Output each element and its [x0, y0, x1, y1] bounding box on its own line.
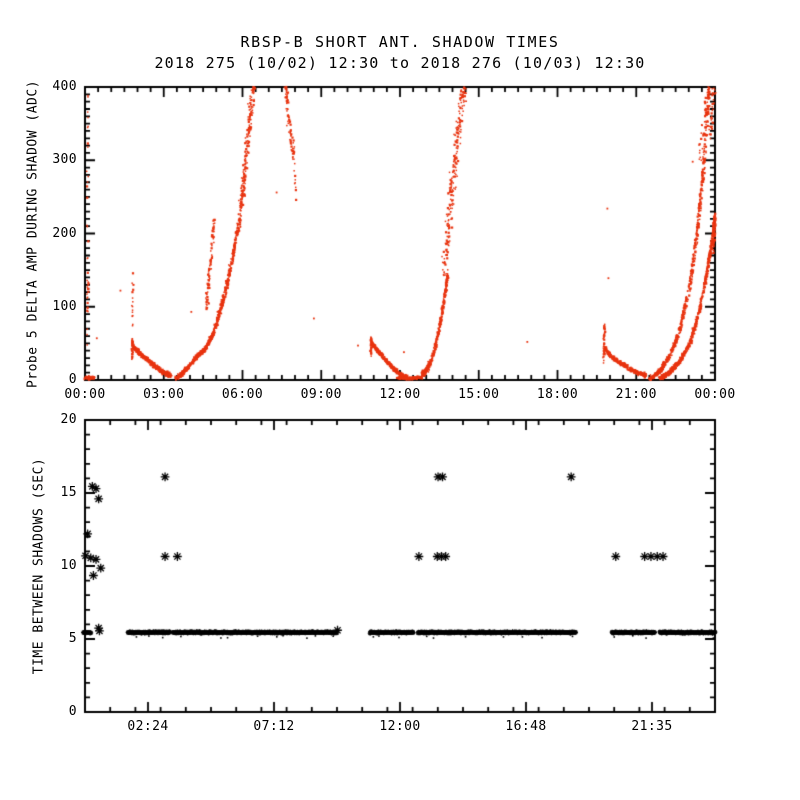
bottom-y-axis-label: TIME BETWEEN SHADOWS (SEC): [31, 457, 47, 675]
chart-title: RBSP-B SHORT ANT. SHADOW TIMES: [240, 33, 560, 51]
top-y-axis-label: Probe 5 DELTA AMP DURING SHADOW (ADC): [25, 79, 41, 389]
chart-subtitle: 2018 275 (10/02) 12:30 to 2018 276 (10/0…: [154, 54, 646, 72]
